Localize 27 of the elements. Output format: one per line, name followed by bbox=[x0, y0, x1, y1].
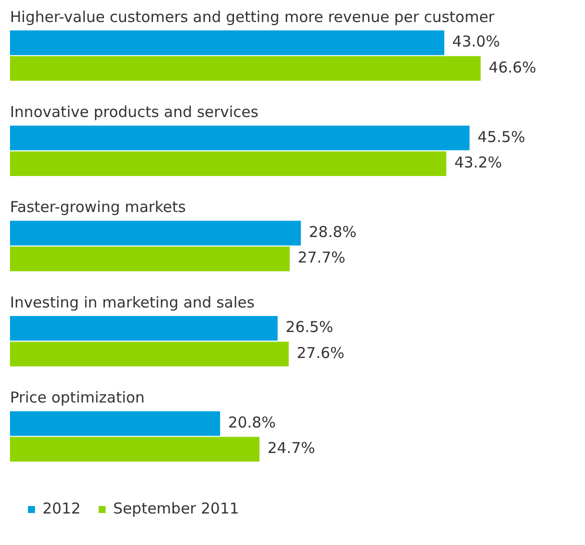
data-label: 20.8% bbox=[228, 413, 276, 432]
bar bbox=[10, 411, 220, 436]
y-tick-label: Faster-growing markets bbox=[10, 198, 186, 216]
data-label: 43.2% bbox=[454, 154, 502, 172]
legend-label: 2012 bbox=[42, 499, 81, 518]
y-tick-label: Investing in marketing and sales bbox=[10, 293, 255, 312]
data-label: 45.5% bbox=[478, 128, 526, 146]
legend-label: September 2011 bbox=[113, 499, 240, 518]
data-label: 26.5% bbox=[286, 318, 334, 336]
bar bbox=[10, 56, 481, 81]
data-label: 24.7% bbox=[267, 439, 316, 458]
data-label: 43.0% bbox=[452, 32, 500, 51]
bar bbox=[10, 436, 260, 462]
bar bbox=[10, 316, 278, 341]
y-tick-label: Higher-value customers and getting more revenue per customer bbox=[10, 8, 496, 26]
bar bbox=[10, 151, 446, 176]
bar bbox=[10, 126, 470, 150]
bar bbox=[10, 220, 301, 246]
y-tick-label: Price optimization bbox=[10, 388, 145, 407]
bar bbox=[10, 30, 444, 56]
data-label: 28.8% bbox=[308, 223, 357, 242]
bar bbox=[10, 246, 290, 272]
bar bbox=[10, 342, 289, 366]
data-label: 27.7% bbox=[298, 248, 346, 267]
data-label: 27.6% bbox=[296, 344, 344, 362]
y-tick-label: Innovative products and services bbox=[10, 103, 259, 121]
data-label: 46.6% bbox=[488, 58, 536, 76]
